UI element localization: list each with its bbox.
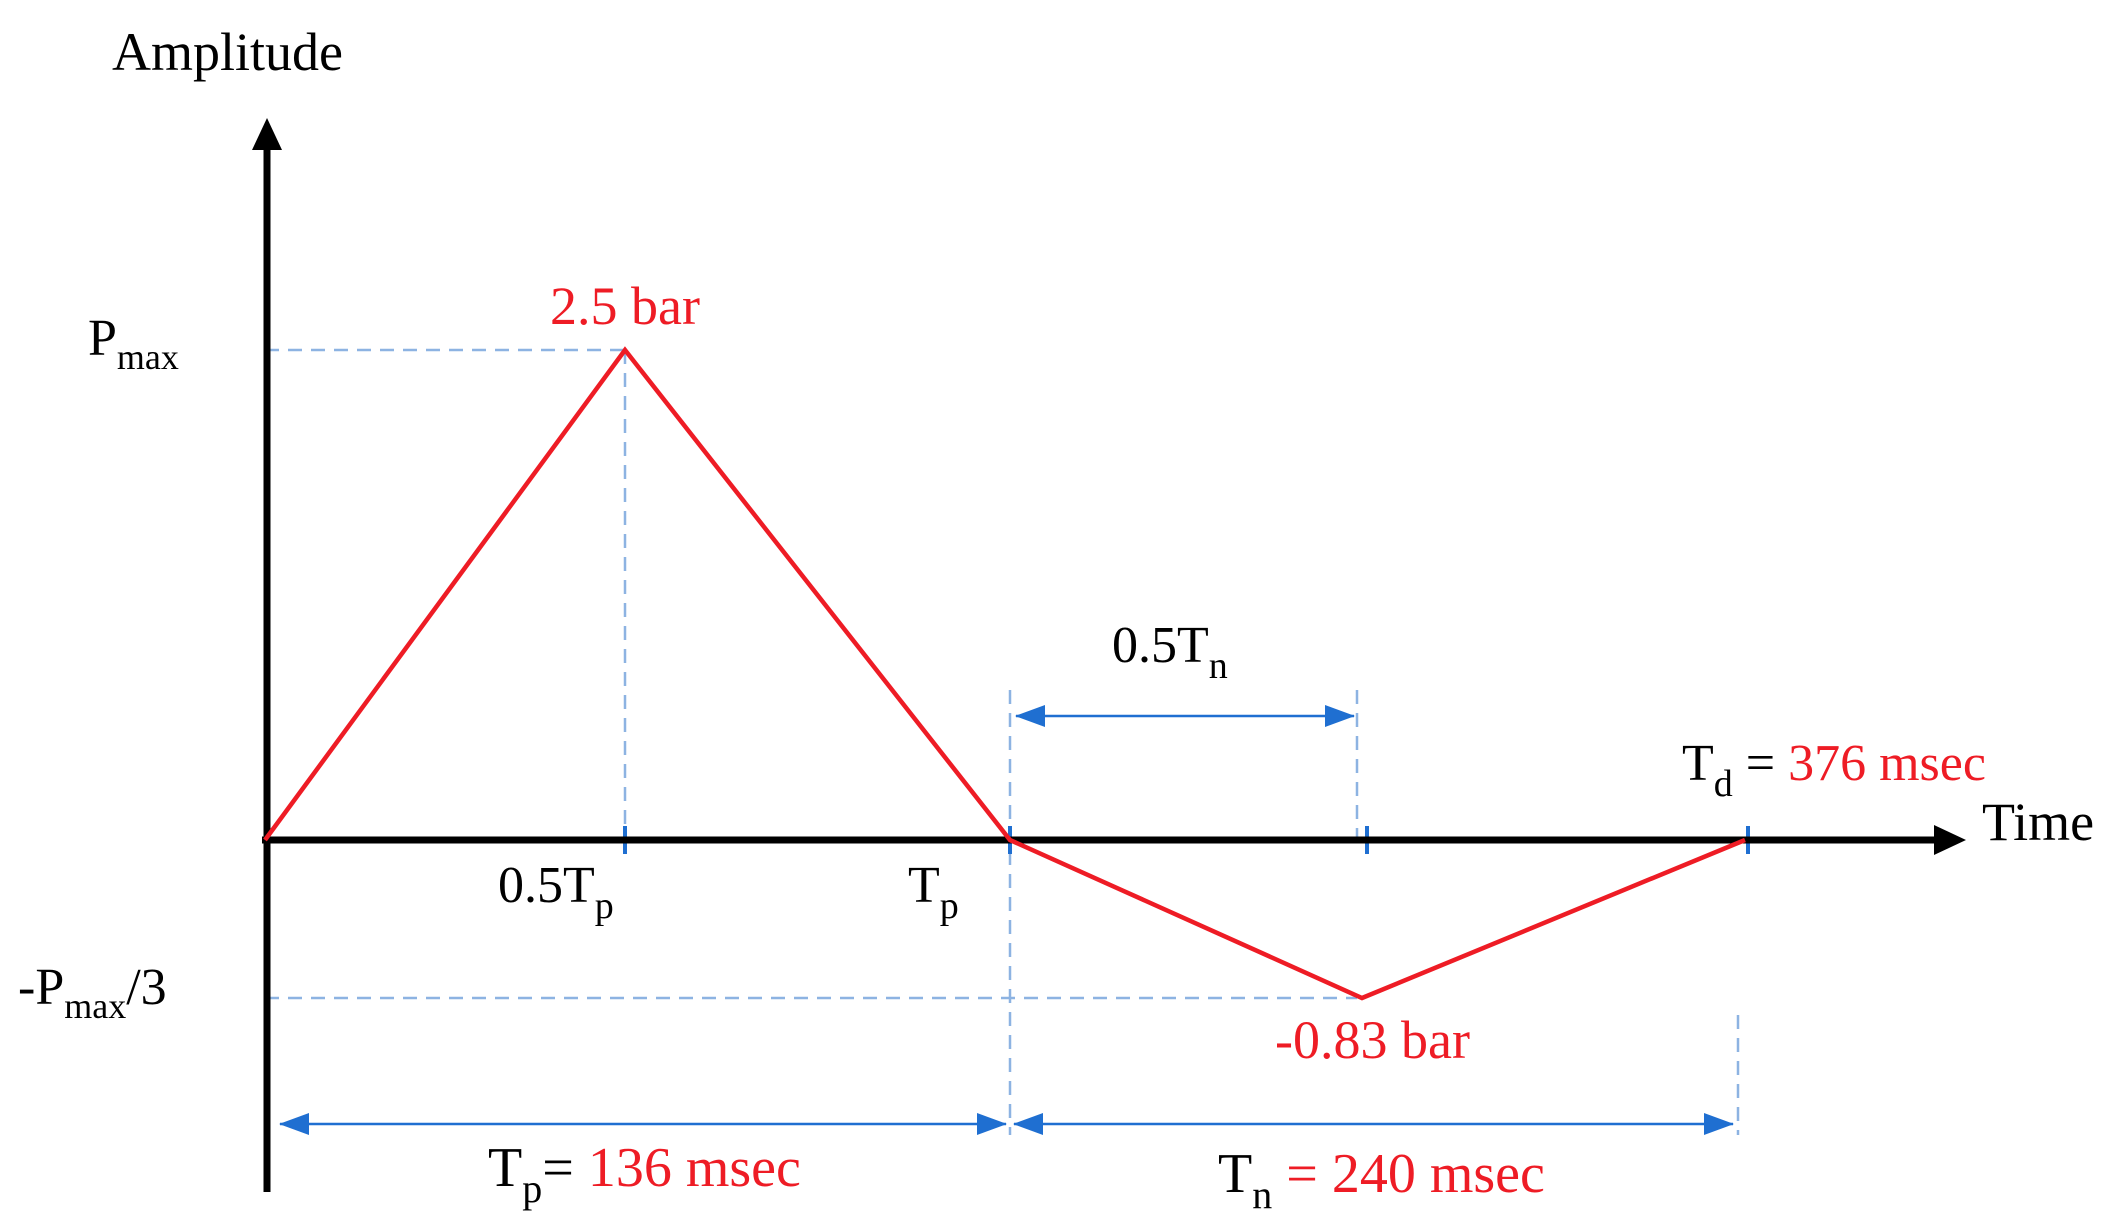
tp-label: Tp xyxy=(908,857,959,927)
half-tn-label: 0.5Tn xyxy=(1112,617,1228,687)
tp-duration-label: Tp= 136 msec xyxy=(488,1137,801,1211)
pmax-label: Pmax xyxy=(88,310,179,377)
td-label: Td = 376 msec xyxy=(1682,735,1986,805)
guide-lines xyxy=(265,348,1740,1135)
tp-duration-value: 136 msec xyxy=(588,1137,801,1199)
td-value: 376 msec xyxy=(1788,735,1986,792)
peak-pressure-value: 2.5 bar xyxy=(550,276,700,336)
amplitude-axis-label: Amplitude xyxy=(112,22,343,82)
neg-pmax-third-label: -Pmax/3 xyxy=(18,959,167,1026)
tn-duration-label: Tn = 240 msec xyxy=(1218,1143,1545,1217)
time-axis-label: Time xyxy=(1982,792,2094,852)
tn-duration-value: 240 msec xyxy=(1332,1143,1545,1205)
dimension-arrows xyxy=(279,705,1734,1135)
half-tp-label: 0.5Tp xyxy=(498,857,614,927)
pressure-pulse-curve xyxy=(263,346,1746,1001)
negative-peak-pressure-value: -0.83 bar xyxy=(1275,1010,1470,1070)
time-axis-arrowhead xyxy=(1934,825,1966,855)
amplitude-axis-arrowhead xyxy=(252,118,282,150)
